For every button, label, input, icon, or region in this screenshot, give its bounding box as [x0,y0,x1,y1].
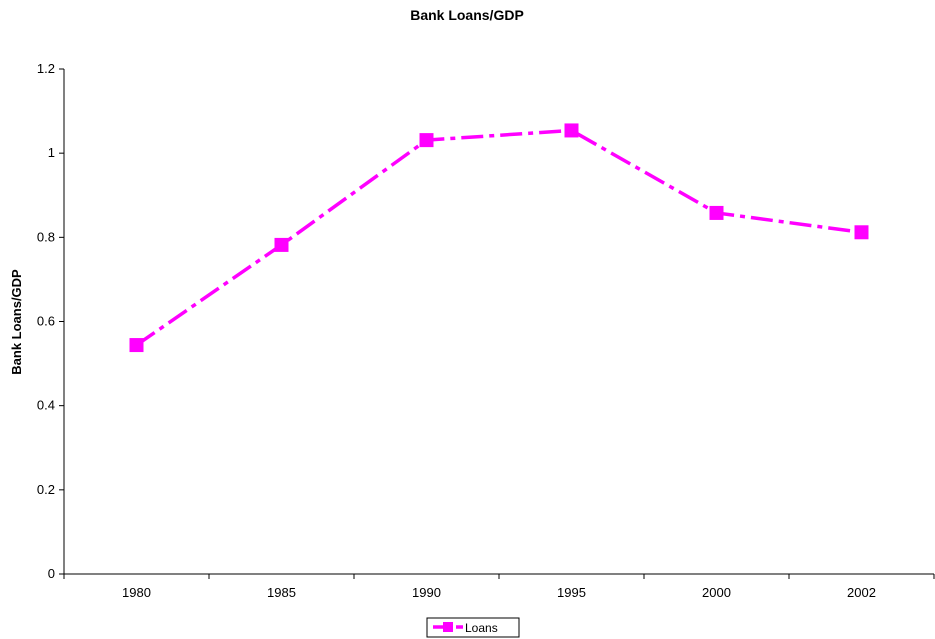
series-lines [135,128,862,347]
x-tick-label: 1985 [267,585,296,600]
y-tick-label: 0.2 [37,482,55,497]
legend: Loans [426,617,520,638]
series-line-loans [135,128,862,347]
axes [63,69,934,575]
x-tick-label: 2002 [847,585,876,600]
legend-label-loans: Loans [465,621,498,635]
data-point-marker [129,338,144,353]
data-markers [129,123,869,353]
y-tick-label: 0.6 [37,314,55,329]
y-tick-label: 0.4 [37,398,55,413]
x-tick-label: 1995 [557,585,586,600]
y-tick-label: 1 [48,145,55,160]
y-axis-label: Bank Loans/GDP [9,269,24,375]
data-point-marker [564,123,579,138]
y-tick-label: 1.2 [37,61,55,76]
data-point-marker [274,237,289,252]
y-tick-label: 0 [48,566,55,581]
data-point-marker [419,133,434,148]
data-point-marker [854,225,869,240]
chart-title: Bank Loans/GDP [410,7,524,23]
x-tick-label: 1990 [412,585,441,600]
legend-marker-swatch [443,622,453,632]
x-tick-label: 1980 [122,585,151,600]
data-point-marker [709,205,724,220]
axis-ticks: 0 0.2 0.4 0.6 0.8 1 1.2 1980 1985 1990 1995 2000 200… [37,61,935,600]
y-tick-label: 0.8 [37,229,55,244]
x-tick-label: 2000 [702,585,731,600]
